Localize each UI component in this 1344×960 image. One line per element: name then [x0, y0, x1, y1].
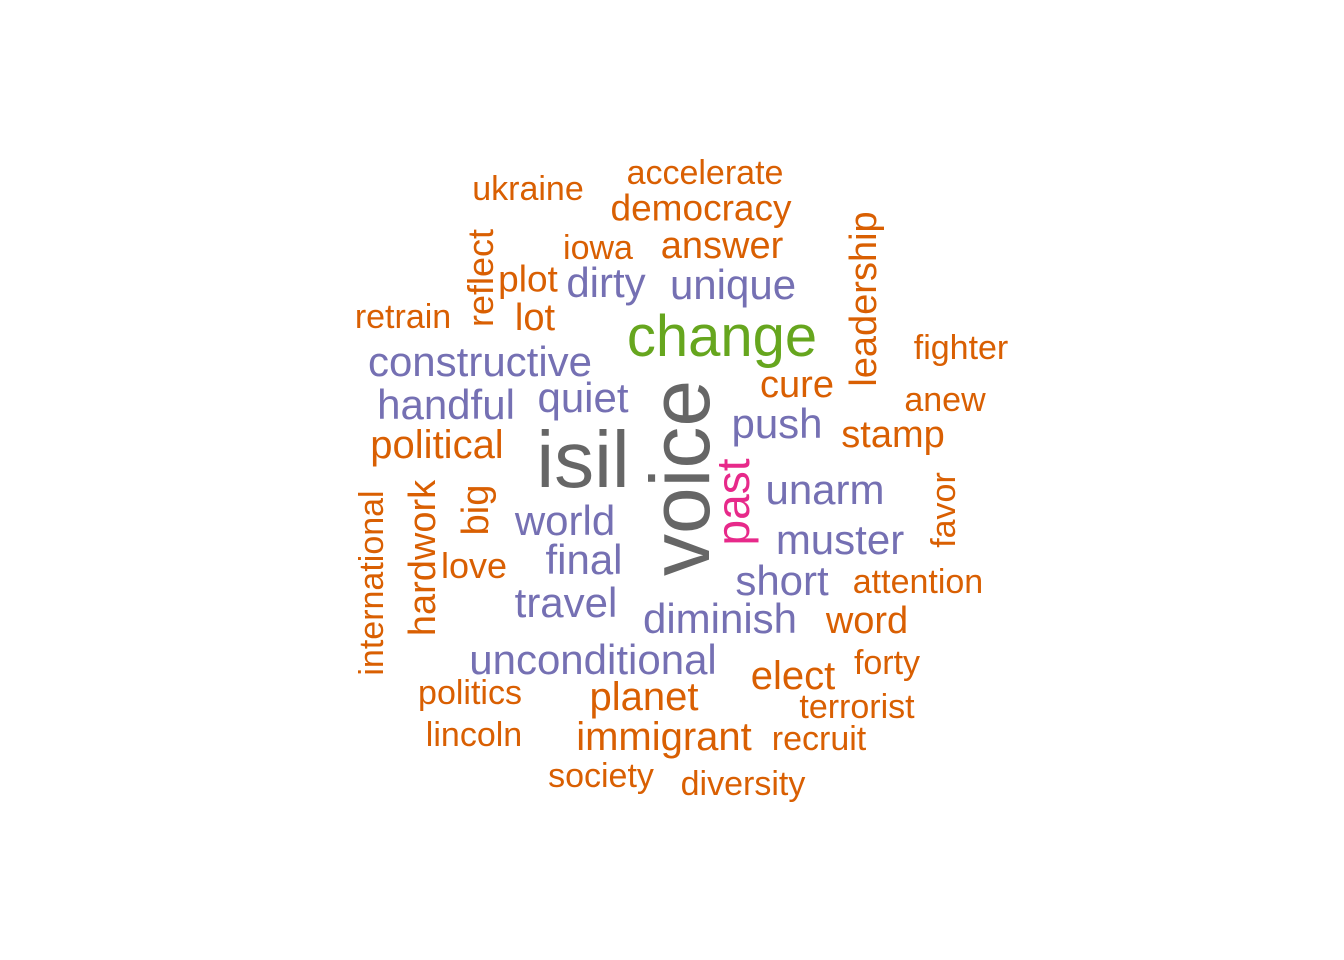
- word-stamp: stamp: [841, 414, 945, 456]
- word-diminish: diminish: [642, 595, 798, 642]
- word-reflect: reflect: [460, 228, 501, 328]
- word-democracy: democracy: [610, 187, 792, 229]
- word-muster: muster: [775, 516, 905, 563]
- word-push: push: [731, 400, 823, 447]
- word-attention: attention: [852, 563, 984, 601]
- word-fighter: fighter: [913, 329, 1009, 367]
- word-retrain: retrain: [354, 298, 452, 336]
- word-planet: planet: [589, 675, 699, 719]
- word-elect: elect: [750, 654, 836, 698]
- word-forty: forty: [853, 644, 921, 682]
- word-handful: handful: [377, 381, 515, 428]
- word-travel: travel: [514, 579, 618, 626]
- word-change: change: [626, 304, 818, 369]
- word-international: international: [353, 490, 391, 676]
- word-big: big: [455, 484, 497, 536]
- word-word: word: [825, 600, 909, 642]
- word-recruit: recruit: [771, 720, 867, 758]
- word-constructive: constructive: [367, 338, 593, 385]
- word-unconditional: unconditional: [469, 636, 717, 683]
- word-final: final: [545, 536, 623, 583]
- word-unarm: unarm: [765, 466, 885, 513]
- word-terrorist: terrorist: [799, 688, 915, 726]
- word-iowa: iowa: [563, 229, 633, 267]
- word-anew: anew: [904, 381, 986, 419]
- word-answer: answer: [660, 225, 784, 267]
- word-immigrant: immigrant: [576, 715, 752, 759]
- word-favor: favor: [925, 472, 963, 548]
- word-quiet: quiet: [537, 374, 629, 421]
- word-short: short: [735, 557, 829, 604]
- word-ukraine: ukraine: [472, 170, 584, 208]
- word-plot: plot: [498, 258, 558, 300]
- word-unique: unique: [669, 261, 797, 308]
- word-world: world: [514, 497, 616, 544]
- word-lincoln: lincoln: [425, 716, 523, 754]
- word-politics: politics: [418, 674, 522, 712]
- word-diversity: diversity: [680, 765, 806, 803]
- word-accelerate: accelerate: [626, 154, 784, 192]
- word-leadership: leadership: [843, 211, 885, 387]
- word-society: society: [548, 757, 654, 795]
- word-dirty: dirty: [566, 259, 646, 306]
- word-cure: cure: [760, 364, 834, 406]
- word-hardwork: hardwork: [402, 479, 444, 637]
- word-political: political: [370, 423, 504, 467]
- word-past: past: [707, 458, 759, 546]
- word-isil: isil: [536, 415, 630, 504]
- word-love: love: [440, 545, 508, 586]
- word-lot: lot: [514, 297, 556, 339]
